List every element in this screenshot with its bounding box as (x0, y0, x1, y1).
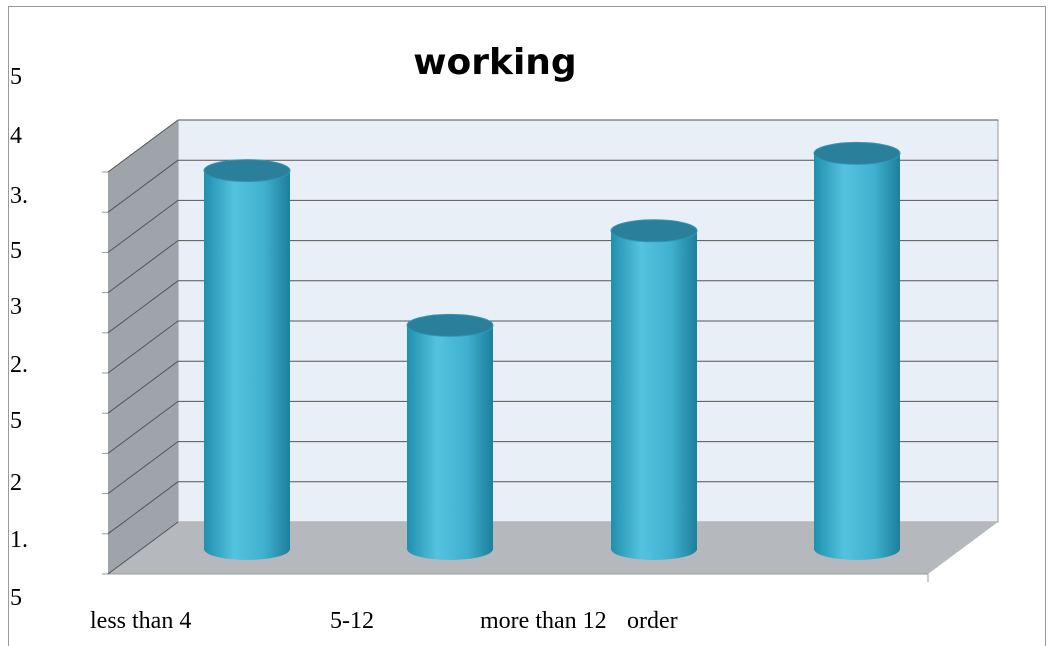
y-tick-label: 2. (10, 352, 28, 378)
side-gridline (107, 280, 179, 334)
y-tick-label: 3. (10, 183, 28, 209)
bar-top (610, 219, 698, 243)
side-gridline (107, 240, 179, 294)
bar-body (204, 170, 290, 560)
side-gridline (107, 481, 179, 535)
bar-top (203, 159, 291, 183)
x-category-label: more than 12 (480, 608, 607, 634)
bar-body (814, 153, 900, 560)
y-tick-label: 2 (10, 470, 22, 496)
floor (108, 522, 998, 574)
side-gridline (107, 199, 179, 253)
y-tick-label: 5 (10, 585, 22, 611)
side-gridline (107, 119, 179, 173)
side-gridline (107, 320, 179, 374)
y-tick-label: 4 (10, 123, 22, 149)
y-tick-label: 1. (10, 527, 28, 553)
side-gridline (107, 360, 179, 414)
chart-frame (8, 6, 1046, 646)
side-gridline (107, 521, 179, 575)
bar-top (813, 141, 901, 165)
bar (813, 141, 901, 560)
bar (406, 313, 494, 560)
y-tick-label: 5 (10, 408, 22, 434)
y-tick-label: 5 (10, 64, 22, 90)
side-gridline (107, 159, 179, 213)
bar-body (611, 230, 697, 561)
x-category-label: 5-12 (330, 608, 374, 634)
bar-body (407, 325, 493, 560)
bar (610, 219, 698, 561)
side-gridline (107, 441, 179, 495)
x-category-label: less than 4 (90, 608, 192, 634)
y-tick-label: 3 (10, 294, 22, 320)
chart-title: working (413, 42, 577, 83)
bar (203, 159, 291, 560)
side-gridline (107, 400, 179, 454)
y-tick-label: 5 (10, 238, 22, 264)
x-category-label: order (627, 608, 678, 634)
bar-top (406, 313, 494, 337)
